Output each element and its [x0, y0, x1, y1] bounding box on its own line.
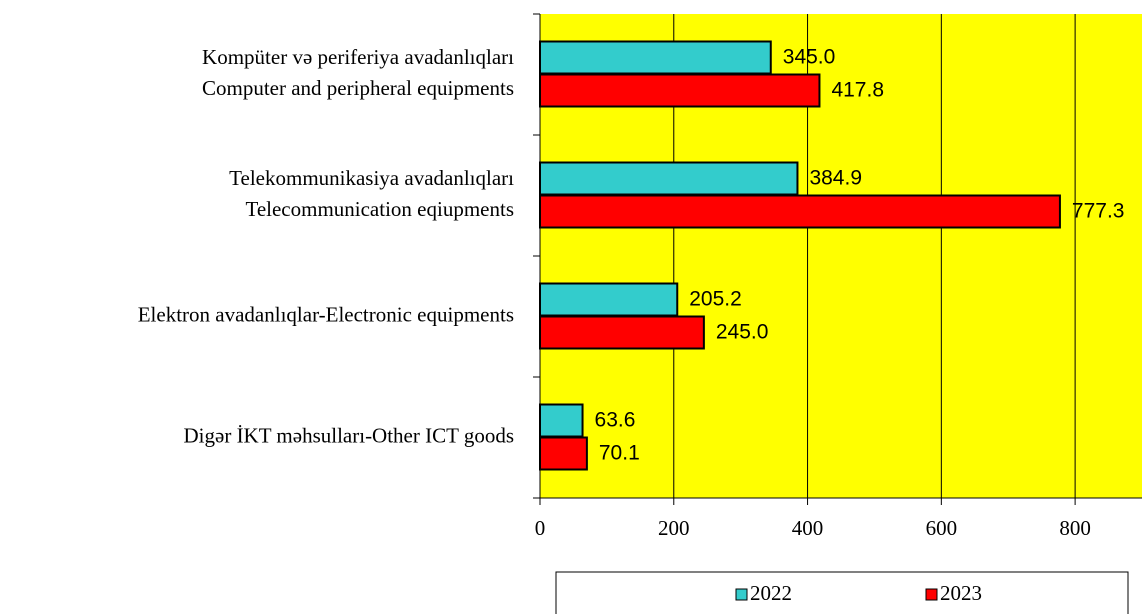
- bar: [539, 315, 705, 350]
- x-tick-label: 0: [535, 516, 546, 540]
- data-label: 417.8: [831, 79, 884, 102]
- x-tick-label: 400: [792, 516, 824, 540]
- data-label: 63.6: [595, 409, 636, 432]
- bar: [539, 161, 799, 196]
- y-tick-label: Computer and peripheral equipments: [202, 76, 514, 100]
- legend-label: 2023: [940, 581, 982, 605]
- y-tick-label: Elektron avadanlıqlar-Electronic equipme…: [138, 302, 514, 326]
- data-label: 70.1: [599, 442, 640, 465]
- legend-swatch: [735, 588, 748, 601]
- y-tick-label: Kompüter və periferiya avadanlıqları: [202, 45, 514, 69]
- legend-label: 2022: [750, 581, 792, 605]
- data-label: 245.0: [716, 321, 769, 344]
- y-tick-label: Telecommunication eqiupments: [245, 197, 514, 221]
- bar: [539, 282, 679, 317]
- bar: [539, 40, 772, 75]
- bar: [539, 403, 584, 438]
- data-label: 777.3: [1072, 200, 1125, 223]
- y-tick-label: Digər İKT məhsulları-Other ICT goods: [184, 423, 515, 447]
- legend-swatch: [925, 588, 938, 601]
- x-tick-label: 200: [658, 516, 690, 540]
- data-label: 345.0: [783, 46, 836, 69]
- y-tick-label: Telekommunikasiya avadanlıqları: [229, 166, 514, 190]
- bar: [539, 73, 821, 108]
- data-label: 205.2: [689, 288, 742, 311]
- bar: [539, 194, 1061, 229]
- x-tick-label: 800: [1059, 516, 1091, 540]
- data-label: 384.9: [809, 167, 862, 190]
- legend-box: [555, 571, 1129, 614]
- x-tick-label: 600: [926, 516, 958, 540]
- bar: [539, 436, 588, 471]
